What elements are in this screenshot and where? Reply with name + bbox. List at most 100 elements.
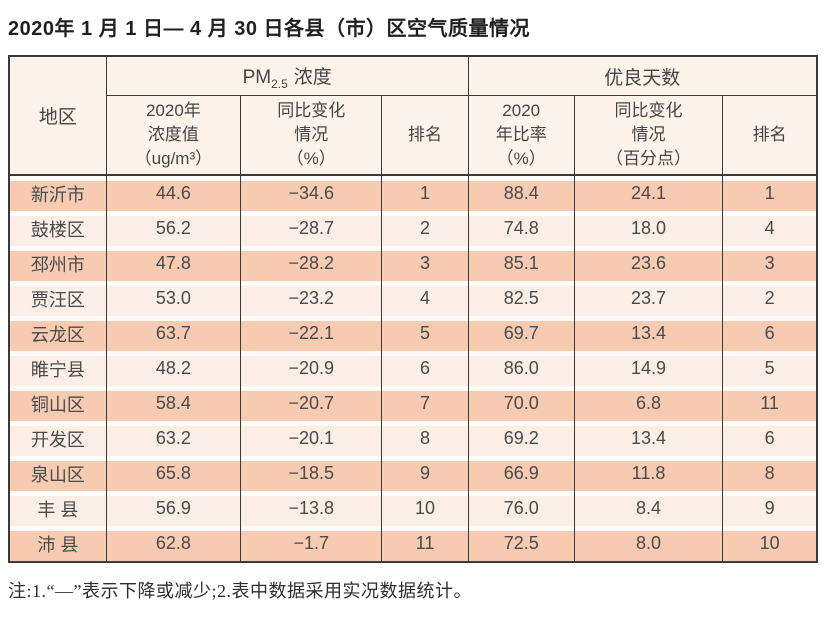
pm-value-cell: 44.6 xyxy=(105,175,242,211)
good-ratio-cell: 69.2 xyxy=(467,421,575,456)
pm-change-cell: −1.7 xyxy=(240,526,383,562)
pm-rank-cell: 4 xyxy=(381,281,469,316)
pm-value-cell: 53.0 xyxy=(105,281,242,316)
region-cell: 新沂市 xyxy=(8,175,107,211)
good-rank-cell: 6 xyxy=(722,316,818,351)
good-ratio-cell: 74.8 xyxy=(467,211,575,246)
good-rank-cell: 10 xyxy=(722,526,818,562)
good-rank-cell: 5 xyxy=(722,351,818,386)
pm-change-cell: −13.8 xyxy=(240,491,383,526)
region-cell: 睢宁县 xyxy=(8,351,107,386)
header-group-good-days: 优良天数 xyxy=(467,56,818,96)
table-row: 新沂市 44.6 −34.6 1 88.4 24.1 1 xyxy=(8,175,818,211)
table-header: 地区 PM2.5 浓度 优良天数 2020年 浓度值 （ug/m³） 同比变化 情… xyxy=(8,56,818,176)
pm-value-cell: 56.9 xyxy=(105,491,242,526)
good-rank-cell: 3 xyxy=(722,246,818,281)
good-change-cell: 23.7 xyxy=(573,281,724,316)
pm-value-cell: 65.8 xyxy=(105,456,242,491)
good-change-cell: 6.8 xyxy=(573,386,724,421)
header-sub-row: 2020年 浓度值 （ug/m³） 同比变化 情况 （%） 排名 2020 年比… xyxy=(9,95,818,176)
pm-rank-cell: 5 xyxy=(381,316,469,351)
table-row: 沛 县 62.8 −1.7 11 72.5 8.0 10 xyxy=(8,526,818,562)
pm-value-cell: 62.8 xyxy=(105,526,242,562)
pm-rank-cell: 9 xyxy=(381,456,469,491)
header-region: 地区 xyxy=(8,56,107,176)
good-ratio-cell: 86.0 xyxy=(467,351,575,386)
header-good-ratio: 2020 年比率 （%） xyxy=(467,95,575,176)
pm-value-cell: 58.4 xyxy=(105,386,242,421)
table-row: 开发区 63.2 −20.1 8 69.2 13.4 6 xyxy=(8,421,818,456)
good-change-cell: 18.0 xyxy=(573,211,724,246)
pm-rank-cell: 3 xyxy=(381,246,469,281)
pm-rank-cell: 6 xyxy=(381,351,469,386)
good-ratio-cell: 72.5 xyxy=(467,526,575,562)
pm-rank-cell: 7 xyxy=(381,386,469,421)
header-group-pm25: PM2.5 浓度 xyxy=(105,56,469,96)
pm-change-cell: −28.7 xyxy=(240,211,383,246)
header-pm-change: 同比变化 情况 （%） xyxy=(240,95,383,176)
good-rank-cell: 4 xyxy=(722,211,818,246)
pm-change-cell: −20.9 xyxy=(240,351,383,386)
pm-value-cell: 56.2 xyxy=(105,211,242,246)
pm-change-cell: −20.7 xyxy=(240,386,383,421)
good-rank-cell: 8 xyxy=(722,456,818,491)
good-rank-cell: 9 xyxy=(722,491,818,526)
footnote: 注:1.“—”表示下降或减少;2.表中数据采用实况数据统计。 xyxy=(8,581,472,601)
pm-change-cell: −34.6 xyxy=(240,175,383,211)
table-row: 贾汪区 53.0 −23.2 4 82.5 23.7 2 xyxy=(8,281,818,316)
table-row: 邳州市 47.8 −28.2 3 85.1 23.6 3 xyxy=(8,246,818,281)
table-row: 丰 县 56.9 −13.8 10 76.0 8.4 9 xyxy=(8,491,818,526)
header-group-row: 地区 PM2.5 浓度 优良天数 xyxy=(8,56,818,176)
header-pm-rank: 排名 xyxy=(381,95,469,176)
good-ratio-cell: 85.1 xyxy=(467,246,575,281)
region-cell: 云龙区 xyxy=(8,316,107,351)
page-title: 2020年 1 月 1 日— 4 月 30 日各县（市）区空气质量情况 xyxy=(8,18,531,40)
good-rank-cell: 6 xyxy=(722,421,818,456)
good-rank-cell: 11 xyxy=(722,386,818,421)
pm-rank-cell: 10 xyxy=(381,491,469,526)
region-cell: 开发区 xyxy=(8,421,107,456)
pm-change-cell: −20.1 xyxy=(240,421,383,456)
pm-rank-cell: 2 xyxy=(381,211,469,246)
region-cell: 铜山区 xyxy=(8,386,107,421)
table-row: 泉山区 65.8 −18.5 9 66.9 11.8 8 xyxy=(8,456,818,491)
good-change-cell: 14.9 xyxy=(573,351,724,386)
pm25-subscript: 2.5 xyxy=(271,76,288,91)
good-change-cell: 8.0 xyxy=(573,526,724,562)
region-cell: 沛 县 xyxy=(8,526,107,562)
pm-rank-cell: 1 xyxy=(381,175,469,211)
header-pm-value: 2020年 浓度值 （ug/m³） xyxy=(105,95,242,176)
pm-value-cell: 47.8 xyxy=(105,246,242,281)
table-body: 新沂市 44.6 −34.6 1 88.4 24.1 1 鼓楼区 56.2 −2… xyxy=(8,175,818,562)
pm-value-cell: 63.2 xyxy=(105,421,242,456)
table-row: 铜山区 58.4 −20.7 7 70.0 6.8 11 xyxy=(8,386,818,421)
good-ratio-cell: 69.7 xyxy=(467,316,575,351)
header-good-rank: 排名 xyxy=(722,95,818,176)
pm-change-cell: −23.2 xyxy=(240,281,383,316)
pm-rank-cell: 11 xyxy=(381,526,469,562)
good-ratio-cell: 82.5 xyxy=(467,281,575,316)
region-cell: 泉山区 xyxy=(8,456,107,491)
pm-change-cell: −22.1 xyxy=(240,316,383,351)
region-cell: 丰 县 xyxy=(8,491,107,526)
pm25-suffix: 浓度 xyxy=(293,66,332,88)
region-cell: 贾汪区 xyxy=(8,281,107,316)
good-ratio-cell: 88.4 xyxy=(467,175,575,211)
good-rank-cell: 2 xyxy=(722,281,818,316)
header-good-change: 同比变化 情况 （百分点） xyxy=(573,95,724,176)
good-rank-cell: 1 xyxy=(722,175,818,211)
pm-value-cell: 63.7 xyxy=(105,316,242,351)
table-row: 睢宁县 48.2 −20.9 6 86.0 14.9 5 xyxy=(8,351,818,386)
pm-value-cell: 48.2 xyxy=(105,351,242,386)
table-row: 鼓楼区 56.2 −28.7 2 74.8 18.0 4 xyxy=(8,211,818,246)
pm25-prefix: PM xyxy=(242,66,272,88)
region-cell: 鼓楼区 xyxy=(8,211,107,246)
good-ratio-cell: 70.0 xyxy=(467,386,575,421)
pm-rank-cell: 8 xyxy=(381,421,469,456)
good-change-cell: 23.6 xyxy=(573,246,724,281)
region-cell: 邳州市 xyxy=(8,246,107,281)
table-row: 云龙区 63.7 −22.1 5 69.7 13.4 6 xyxy=(8,316,818,351)
good-change-cell: 24.1 xyxy=(573,175,724,211)
good-change-cell: 8.4 xyxy=(573,491,724,526)
air-quality-table: 地区 PM2.5 浓度 优良天数 2020年 浓度值 （ug/m³） 同比变化 情… xyxy=(8,55,818,563)
